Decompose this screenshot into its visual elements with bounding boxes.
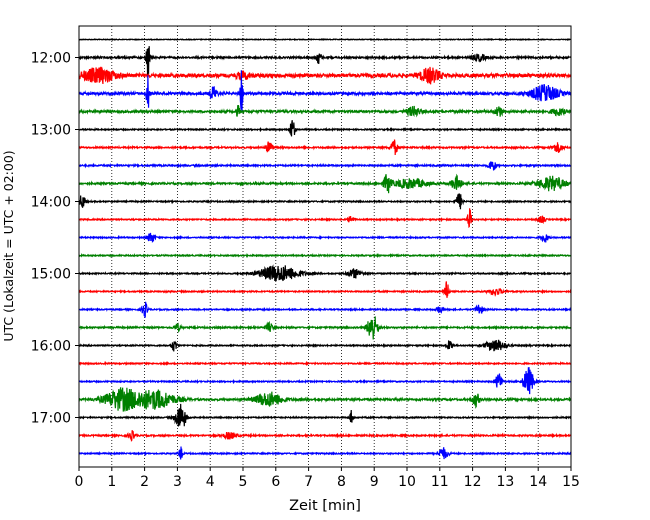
plot-frame — [78, 25, 572, 468]
trace-13:30 — [79, 161, 571, 171]
x-tick-label: 2 — [140, 474, 149, 490]
y-tick-label: 14:00 — [31, 195, 71, 211]
y-tick-label: 13:00 — [31, 123, 71, 139]
trace-12:30 — [79, 70, 571, 112]
trace-13:15 — [79, 139, 571, 156]
trace-17:15 — [79, 430, 571, 442]
trace-14:30 — [79, 232, 571, 244]
y-tick-label: 12:00 — [31, 51, 71, 67]
y-axis-ticks: 12:00 13:00 14:00 15:00 16:00 17:00 — [31, 51, 79, 427]
trace-12:15 — [79, 66, 571, 85]
trace-16:15 — [79, 360, 571, 367]
x-tick-label: 5 — [239, 474, 248, 490]
trace-14:00 — [79, 193, 571, 210]
trace-17:30 — [79, 446, 571, 460]
x-tick-label: 9 — [370, 474, 379, 490]
x-axis-ticks: 0 1 2 3 4 5 6 7 8 9 10 11 12 13 14 15 — [75, 467, 580, 490]
x-tick-label: 6 — [271, 474, 280, 490]
trace-14:15 — [79, 208, 571, 229]
x-tick-label: 4 — [206, 474, 215, 490]
x-tick-label: 8 — [337, 474, 346, 490]
trace-13:45 — [79, 173, 571, 194]
x-tick-label: 3 — [173, 474, 182, 490]
x-tick-label: 7 — [304, 474, 313, 490]
x-tick-label: 10 — [398, 474, 416, 490]
x-tick-label: 11 — [431, 474, 449, 490]
trace-15:15 — [79, 281, 571, 298]
trace-15:00 — [79, 264, 571, 282]
x-tick-label: 15 — [562, 474, 580, 490]
x-axis-label: Zeit [min] — [289, 498, 361, 514]
trace-16:45 — [79, 387, 571, 412]
y-axis-label: UTC (Lokalzeit = UTC + 02:00) — [1, 150, 16, 341]
y-tick-label: 15:00 — [31, 267, 71, 283]
x-tick-label: 1 — [107, 474, 116, 490]
trace-14:45 — [79, 252, 571, 259]
y-tick-label: 17:00 — [31, 411, 71, 427]
x-tick-label: 13 — [496, 474, 514, 490]
trace-17:00 — [79, 403, 571, 427]
trace-16:00 — [79, 339, 571, 352]
trace-11:45 — [79, 37, 571, 42]
trace-layer — [79, 37, 571, 460]
trace-15:30 — [79, 301, 571, 318]
trace-16:30 — [79, 367, 571, 395]
trace-15:45 — [79, 316, 571, 340]
trace-13:00 — [79, 120, 571, 137]
y-tick-label: 16:00 — [31, 339, 71, 355]
x-tick-label: 12 — [464, 474, 482, 490]
trace-12:00 — [79, 46, 571, 77]
trace-12:45 — [79, 104, 571, 118]
x-tick-label: 14 — [529, 474, 547, 490]
x-tick-label: 0 — [75, 474, 84, 490]
